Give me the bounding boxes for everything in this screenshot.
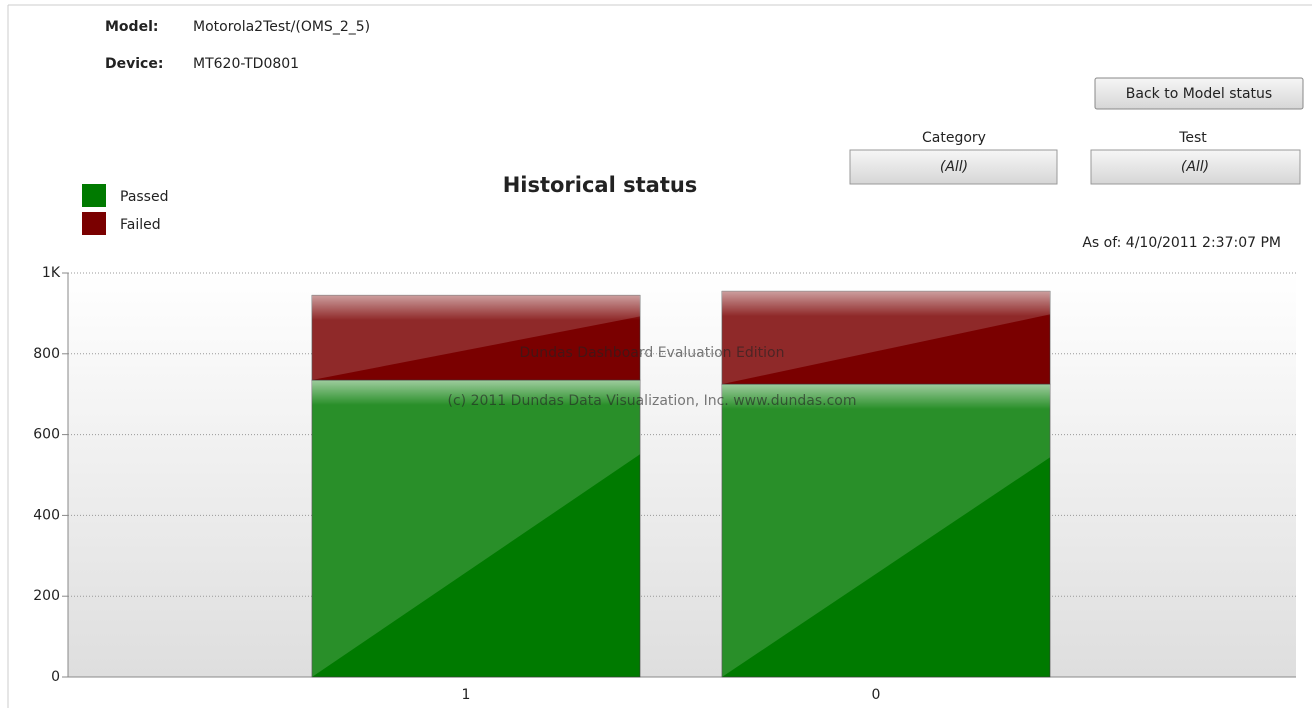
y-tick-label: 0 [51, 669, 60, 685]
watermark: Dundas Dashboard Evaluation Edition [520, 345, 785, 361]
filter-label: Test [1178, 130, 1207, 146]
test-dropdown[interactable]: (All) [1090, 149, 1301, 185]
legend-swatch [82, 184, 106, 207]
device-value: MT620-TD0801 [193, 56, 299, 72]
model-label: Model: [105, 19, 158, 35]
y-tick-label: 600 [33, 427, 60, 443]
dropdown-value[interactable]: (All) [1181, 159, 1209, 175]
button-label[interactable]: Back to Model status [1126, 86, 1272, 102]
button-body[interactable] [1094, 77, 1304, 110]
legend-label: Failed [120, 217, 161, 233]
as-of: As of: 4/10/2011 2:37:07 PM [1082, 235, 1281, 251]
y-tick-label: 400 [33, 507, 60, 523]
dropdown-body[interactable] [1090, 149, 1301, 185]
dropdown-value[interactable]: (All) [940, 159, 968, 175]
device-label: Device: [105, 56, 163, 72]
category-dropdown[interactable]: (All) [849, 149, 1058, 185]
plot-background [68, 273, 1296, 677]
model-value: Motorola2Test/(OMS_2_5) [193, 19, 370, 35]
y-tick-label: 200 [33, 588, 60, 604]
x-tick-label: 0 [872, 687, 881, 703]
dropdown-body[interactable] [849, 149, 1058, 185]
bar-shine [312, 380, 640, 677]
x-tick-label: 1 [462, 687, 471, 703]
bar-gloss [722, 291, 1050, 317]
y-tick-label: 800 [33, 346, 60, 362]
watermark: (c) 2011 Dundas Data Visualization, Inc.… [448, 393, 857, 409]
y-tick-label: 1K [42, 265, 61, 281]
bar-gloss [312, 295, 640, 321]
bar-gloss [312, 380, 640, 406]
bar-segment [721, 383, 1051, 678]
back-button[interactable]: Back to Model status [1094, 77, 1304, 110]
bar-shine [722, 384, 1050, 677]
legend-label: Passed [120, 189, 168, 205]
bar-gloss [722, 384, 1050, 410]
legend-swatch [82, 212, 106, 235]
bar-segment [311, 379, 641, 678]
filter-label: Category [922, 130, 986, 146]
chart-title: Historical status [503, 173, 698, 197]
